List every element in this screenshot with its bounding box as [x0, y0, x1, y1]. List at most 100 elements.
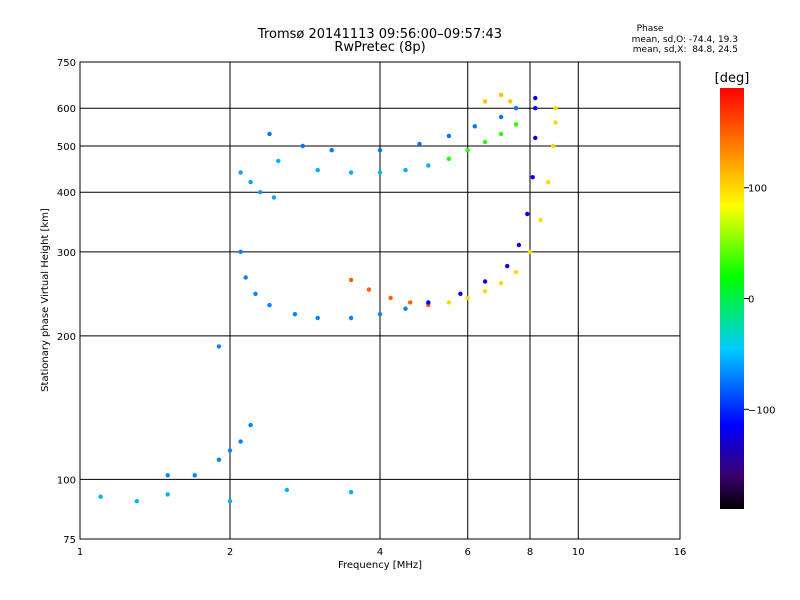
- chart-title: Tromsø 20141113 09:56:00–09:57:43: [257, 27, 503, 42]
- trace-6: [238, 170, 277, 200]
- data-point: [165, 492, 170, 497]
- trace-3: [426, 95, 538, 305]
- data-point: [498, 280, 504, 286]
- phase-heading: Phase: [636, 24, 664, 34]
- trace-9: [165, 344, 253, 478]
- x-tick-label: 8: [527, 547, 533, 558]
- y-tick-label: 750: [57, 58, 76, 69]
- data-point: [216, 344, 222, 349]
- data-point: [465, 295, 470, 301]
- y-tick-label: 400: [57, 188, 76, 199]
- y-tick-label: 500: [57, 142, 76, 153]
- y-tick-label: 75: [63, 535, 76, 546]
- data-point: [533, 135, 538, 141]
- data-point: [192, 473, 197, 478]
- data-point: [377, 148, 383, 153]
- data-point: [553, 106, 558, 111]
- data-point: [238, 249, 243, 254]
- data-point: [267, 302, 272, 308]
- data-point: [348, 315, 354, 321]
- colorbar-tick-label: −100: [748, 405, 775, 416]
- data-point: [446, 133, 452, 139]
- trace-5: [276, 156, 452, 175]
- grid-lines: [80, 62, 680, 539]
- colorbar: [720, 88, 744, 509]
- data-point: [216, 457, 222, 462]
- data-point: [248, 422, 253, 428]
- y-tick-label: 300: [57, 248, 76, 259]
- data-point: [465, 148, 470, 153]
- data-point: [238, 439, 243, 444]
- data-point: [267, 131, 272, 137]
- data-point: [329, 148, 334, 153]
- data-point: [403, 167, 408, 173]
- y-tick-label: 600: [57, 104, 76, 115]
- data-point: [348, 170, 354, 175]
- data-point: [348, 277, 354, 283]
- trace-2: [446, 106, 558, 305]
- data-point: [348, 490, 354, 495]
- y-tick-label: 100: [57, 475, 76, 486]
- data-point: [366, 287, 372, 292]
- data-point: [553, 120, 558, 125]
- phase-stats-x: mean, sd,X: 84.8, 24.5: [632, 45, 738, 55]
- data-point: [482, 139, 488, 145]
- x-tick-label: 1: [77, 547, 83, 558]
- data-point: [284, 487, 289, 493]
- data-point: [538, 217, 543, 223]
- data-point: [377, 170, 383, 175]
- data-point: [388, 295, 393, 301]
- x-tick-label: 16: [674, 547, 687, 558]
- data-point: [426, 300, 431, 305]
- data-point: [227, 499, 233, 504]
- data-point: [377, 312, 383, 317]
- data-point: [243, 275, 248, 280]
- data-point: [403, 306, 408, 311]
- data-point: [458, 291, 463, 296]
- data-point: [408, 300, 413, 305]
- x-tick-label: 2: [227, 547, 233, 558]
- data-point: [482, 289, 488, 294]
- colorbar-label: [deg]: [715, 71, 750, 86]
- chart-subtitle: RwPretec (8p): [334, 40, 426, 55]
- data-point: [446, 300, 452, 305]
- data-point: [550, 143, 556, 149]
- data-point: [516, 242, 522, 248]
- data-point: [513, 269, 519, 275]
- data-point: [426, 163, 431, 168]
- y-tick-label: 200: [57, 332, 76, 343]
- data-point: [300, 143, 305, 149]
- data-point: [533, 106, 538, 111]
- data-point: [498, 92, 504, 98]
- trace-8: [482, 92, 513, 104]
- data-point: [533, 95, 538, 101]
- x-tick-label: 10: [572, 547, 585, 558]
- data-point: [417, 141, 422, 147]
- y-axis-label: Stationary phase Virtual Height [km]: [40, 208, 51, 392]
- data-point: [525, 211, 530, 217]
- data-point: [513, 106, 519, 111]
- data-point: [227, 448, 233, 453]
- data-point: [527, 249, 533, 254]
- plot-frame: [79, 61, 681, 540]
- data-point: [315, 167, 320, 173]
- data-point: [271, 195, 277, 200]
- data-point: [530, 175, 535, 180]
- data-point: [248, 179, 253, 185]
- trace-1: [348, 277, 431, 308]
- trace-4: [267, 106, 519, 153]
- colorbar-ticks: 100 0 −100: [744, 184, 775, 416]
- trace-7: [446, 122, 519, 161]
- x-tick-labels: 1 2 4 6 8 10 16: [77, 547, 687, 558]
- data-point: [546, 179, 551, 185]
- y-tick-labels: 75 100 200 300 400 500 600 750: [57, 58, 76, 546]
- data-point: [446, 156, 452, 161]
- phase-stats-o: mean, sd,O: -74.4, 19.3: [631, 35, 738, 45]
- data-point: [315, 315, 320, 321]
- data-point: [134, 499, 139, 504]
- data-point: [482, 99, 488, 104]
- data-point: [98, 494, 103, 499]
- data-point: [505, 263, 510, 269]
- data-point: [472, 124, 477, 129]
